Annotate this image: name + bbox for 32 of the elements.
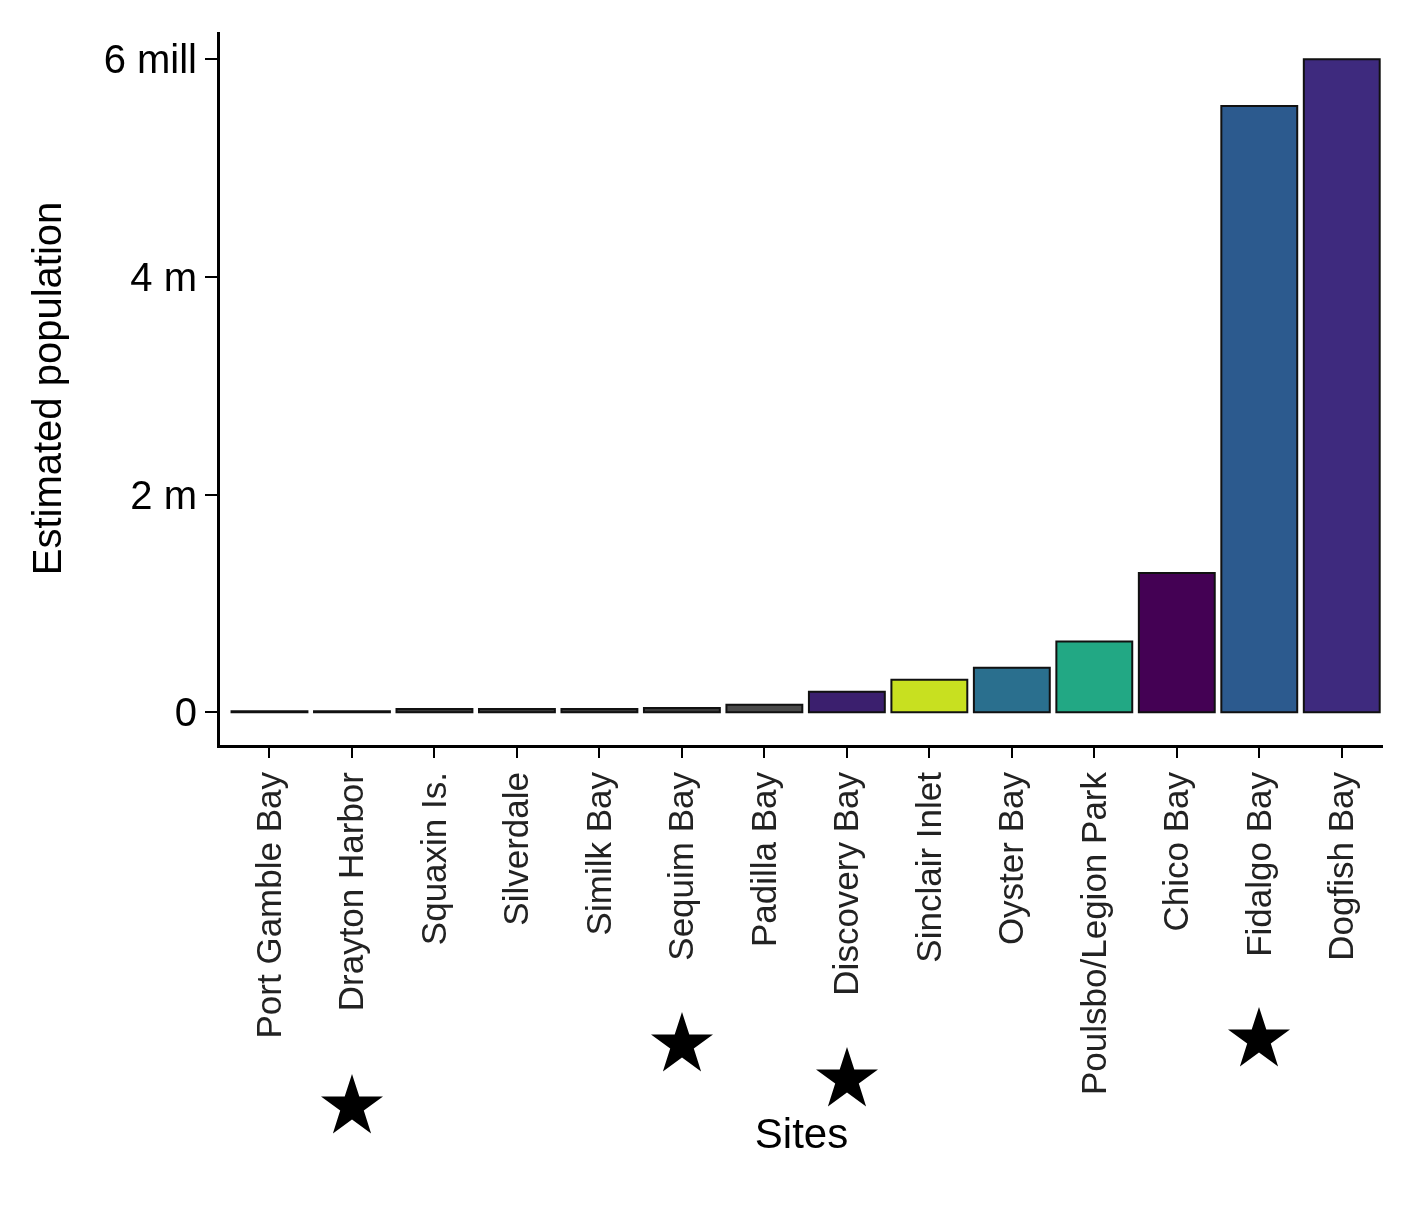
x-tick-label: Padilla Bay (743, 771, 783, 948)
bar (972, 666, 1051, 714)
bar (1055, 640, 1134, 714)
bar (395, 708, 474, 714)
bar (1137, 572, 1216, 714)
x-tick-label: Chico Bay (1156, 771, 1196, 932)
x-tick-label: Oyster Bay (991, 771, 1031, 946)
y-tick-label: 0 (174, 690, 197, 735)
bar (807, 690, 886, 714)
x-tick-label: Silverdale (496, 772, 536, 926)
bar (1302, 58, 1381, 714)
x-tick-label: Poulsbo/Legion Park (1073, 771, 1113, 1095)
bar (477, 708, 556, 714)
x-tick-label: Drayton Harbor (331, 771, 371, 1012)
bar (1220, 105, 1299, 714)
x-tick-label: Port Gamble Bay (248, 771, 288, 1039)
x-tick-label: Discovery Bay (826, 771, 866, 996)
x-tick-label: Sinclair Inlet (908, 771, 948, 963)
x-tick-label: Fidalgo Bay (1238, 771, 1278, 957)
x-tick-label: Similk Bay (578, 771, 618, 936)
x-tick-label: Sequim Bay (661, 771, 701, 961)
y-tick-label: 2 m (130, 472, 197, 517)
bar (560, 708, 639, 714)
x-axis-title: Sites (754, 1109, 849, 1157)
bar (725, 703, 804, 714)
bar (642, 706, 721, 714)
y-axis-title: Estimated population (25, 201, 70, 576)
x-tick-label: Dogfish Bay (1321, 771, 1361, 961)
bar (890, 678, 969, 714)
y-tick-label: 4 m (130, 254, 197, 299)
x-tick-label: Squaxin Is. (413, 772, 453, 946)
y-tick-label: 6 mill (103, 37, 197, 82)
